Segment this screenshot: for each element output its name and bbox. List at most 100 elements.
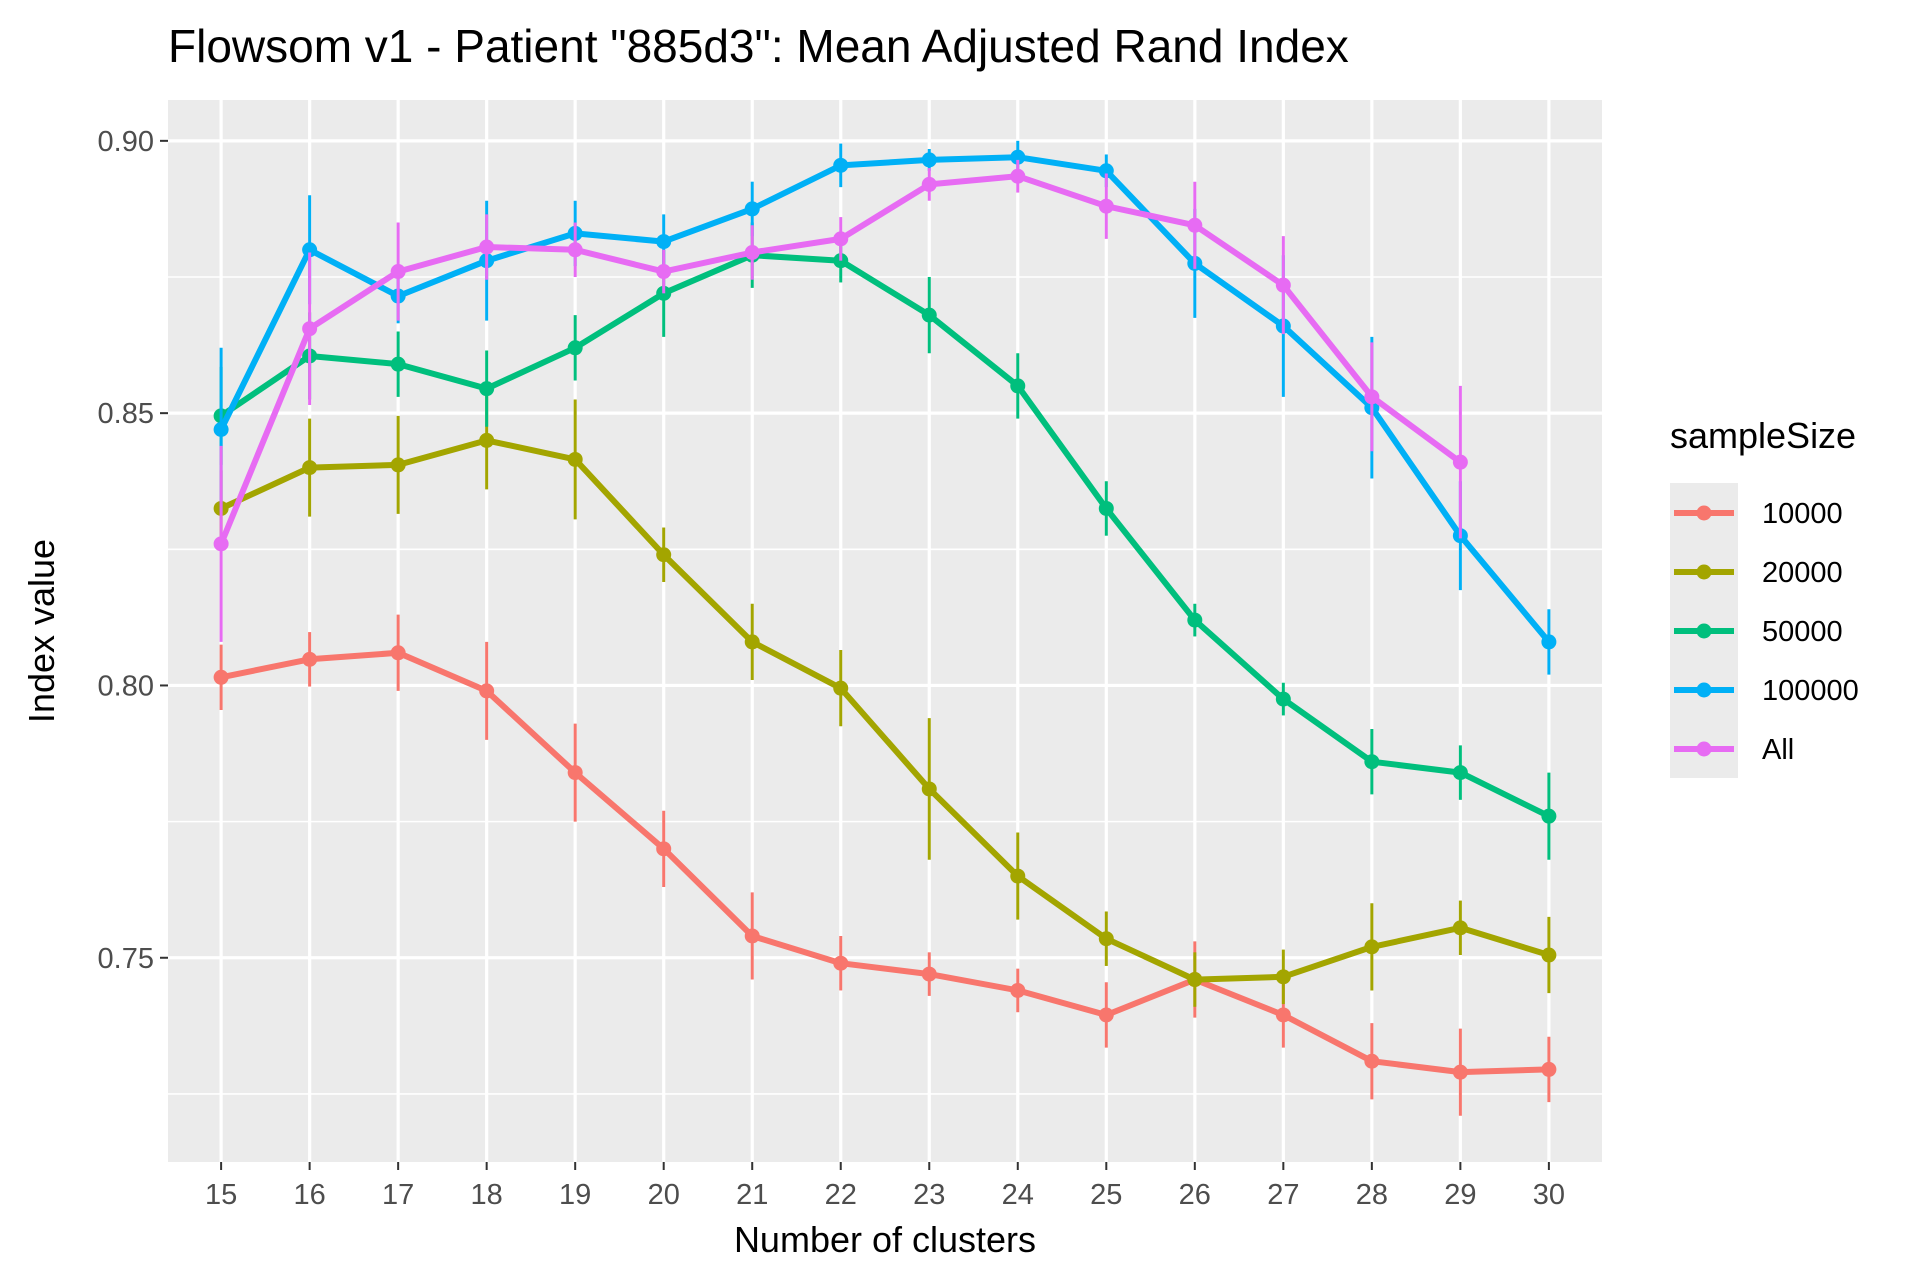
data-point xyxy=(567,765,583,781)
chart-title: Flowsom v1 - Patient "885d3": Mean Adjus… xyxy=(168,20,1349,72)
data-point xyxy=(1452,454,1468,470)
data-point xyxy=(1010,868,1026,884)
data-point xyxy=(1364,939,1380,955)
data-point xyxy=(1098,163,1114,179)
data-point xyxy=(921,152,937,168)
data-point xyxy=(213,669,229,685)
series-line xyxy=(218,154,1552,644)
legend-key-point xyxy=(1696,741,1712,757)
series-20000 xyxy=(213,391,1557,1007)
series-10000 xyxy=(213,614,1557,1116)
data-point xyxy=(1275,691,1291,707)
legend-item-100000: 100000 xyxy=(1670,660,1859,719)
data-point xyxy=(744,201,760,217)
x-tick-label: 15 xyxy=(205,1179,237,1211)
data-point xyxy=(744,634,760,650)
data-point xyxy=(1452,920,1468,936)
data-point xyxy=(302,460,318,476)
data-point xyxy=(656,264,672,280)
series-line xyxy=(220,649,1549,1076)
data-point xyxy=(921,307,937,323)
data-point xyxy=(1452,1064,1468,1080)
x-axis-title: Number of clusters xyxy=(734,1219,1036,1260)
x-tick-label: 18 xyxy=(471,1179,503,1211)
data-point xyxy=(1275,277,1291,293)
data-point xyxy=(213,421,229,437)
data-point xyxy=(1010,149,1026,165)
y-tick-label: 0.75 xyxy=(98,943,154,975)
plot-panel xyxy=(168,100,1602,1162)
data-point xyxy=(833,680,849,696)
data-point xyxy=(567,451,583,467)
legend-label: 10000 xyxy=(1762,498,1843,530)
x-tick-label: 21 xyxy=(736,1179,768,1211)
data-point xyxy=(1010,378,1026,394)
data-point xyxy=(744,928,760,944)
data-point xyxy=(1541,634,1557,650)
data-point xyxy=(390,264,406,280)
x-tick-label: 19 xyxy=(559,1179,591,1211)
x-tick-label: 29 xyxy=(1444,1179,1476,1211)
data-point xyxy=(833,231,849,247)
series-All xyxy=(213,159,1468,642)
legend-label: 50000 xyxy=(1762,616,1843,648)
y-tick-label: 0.80 xyxy=(98,670,154,702)
x-tick-label: 22 xyxy=(825,1179,857,1211)
data-point xyxy=(1364,1053,1380,1069)
data-point xyxy=(479,239,495,255)
legend-label: 20000 xyxy=(1762,557,1843,589)
x-tick-label: 20 xyxy=(648,1179,680,1211)
x-tick-label: 26 xyxy=(1179,1179,1211,1211)
data-point xyxy=(744,244,760,260)
data-point xyxy=(213,536,229,552)
legend-label: All xyxy=(1762,734,1794,766)
series-line xyxy=(219,252,1551,819)
series-layer xyxy=(213,140,1557,1116)
data-point xyxy=(656,234,672,250)
data-point xyxy=(1010,982,1026,998)
minor-gridlines xyxy=(168,276,1602,1095)
y-axis-title: Index value xyxy=(21,539,62,723)
data-point xyxy=(479,381,495,397)
data-point xyxy=(390,645,406,661)
data-point xyxy=(1364,389,1380,405)
x-tick-label: 28 xyxy=(1356,1179,1388,1211)
series-line xyxy=(219,437,1550,983)
data-point xyxy=(656,547,672,563)
data-point xyxy=(1364,754,1380,770)
data-point xyxy=(567,340,583,356)
data-point xyxy=(390,457,406,473)
x-tick-label: 17 xyxy=(382,1179,414,1211)
x-tick-label: 25 xyxy=(1090,1179,1122,1211)
legend-title: sampleSize xyxy=(1670,415,1856,456)
data-point xyxy=(1098,500,1114,516)
x-tick-label: 30 xyxy=(1533,1179,1565,1211)
data-point xyxy=(479,432,495,448)
data-point xyxy=(1275,969,1291,985)
legend-key-point xyxy=(1696,564,1712,580)
data-point xyxy=(1187,612,1203,628)
x-tick-label: 23 xyxy=(913,1179,945,1211)
legend-item-50000: 50000 xyxy=(1670,601,1843,660)
data-point xyxy=(1098,1007,1114,1023)
data-point xyxy=(1187,217,1203,233)
legend-item-20000: 20000 xyxy=(1670,542,1843,601)
data-point xyxy=(302,321,318,337)
data-point xyxy=(1452,765,1468,781)
legend-item-All: All xyxy=(1670,719,1794,778)
data-point xyxy=(1098,198,1114,214)
data-point xyxy=(1541,808,1557,824)
data-point xyxy=(1098,931,1114,947)
data-point xyxy=(921,781,937,797)
data-point xyxy=(1187,972,1203,988)
data-point xyxy=(833,157,849,173)
data-point xyxy=(656,841,672,857)
x-tick-label: 16 xyxy=(293,1179,325,1211)
x-axis: 15 16 17 18 19 20 21 22 23 24 25 26 27 28 29 30 xyxy=(205,1162,1565,1211)
legend-key-point xyxy=(1696,682,1712,698)
legend-label: 100000 xyxy=(1762,675,1859,707)
data-point xyxy=(921,176,937,192)
data-point xyxy=(390,356,406,372)
data-point xyxy=(302,651,318,667)
